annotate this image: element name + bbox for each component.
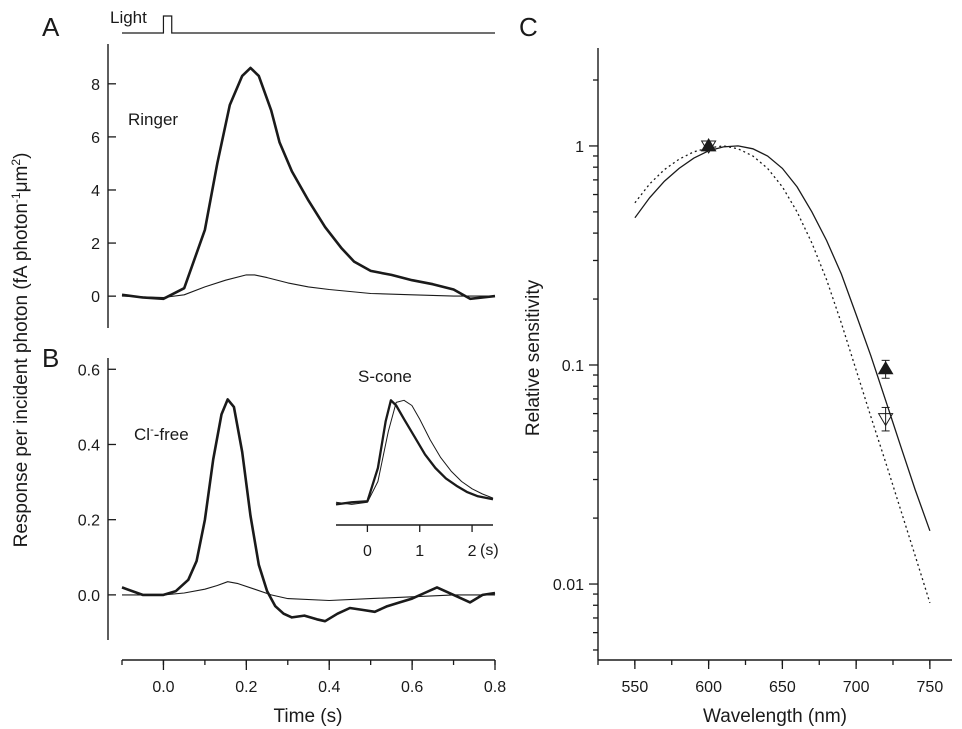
inset-x-tick-label: 0 xyxy=(363,543,372,560)
panel-c-open-triangle-point xyxy=(700,140,717,154)
panel-b-x-tick-label: 0.4 xyxy=(318,679,340,696)
panel-b-clfree-thin-trace xyxy=(122,581,495,602)
light-stimulus-label: Light xyxy=(110,8,147,27)
panel-b-y-tick-label: 0.2 xyxy=(78,513,100,530)
panel-a-plot: 0 2 4 6 8 xyxy=(91,15,496,328)
panel-b-label: B xyxy=(42,343,59,373)
panel-a-y-tick-label: 0 xyxy=(91,289,100,306)
panel-c-x-tick-label: 700 xyxy=(843,679,870,696)
panel-a-label: A xyxy=(42,12,60,42)
inset-x-tick-label: 2 xyxy=(468,543,477,560)
panel-c-plot: 550 600 650 700 750 1 0.1 0.01 xyxy=(553,48,952,696)
panel-b-x-tick-label: 0.0 xyxy=(152,679,174,696)
inset-title: S-cone xyxy=(358,367,412,386)
panel-c-x-tick-label: 550 xyxy=(622,679,649,696)
panel-a-ringer-thick-trace xyxy=(121,66,496,301)
panel-c-y-tick-label: 1 xyxy=(575,139,584,156)
panel-c-y-tick-label: 0.01 xyxy=(553,577,584,594)
panel-b-x-tick-label: 0.8 xyxy=(484,679,506,696)
panel-c-x-tick-label: 600 xyxy=(695,679,722,696)
inset-thin-trace xyxy=(335,399,494,505)
panel-c-x-tick-label: 650 xyxy=(769,679,796,696)
panel-c-solid-template-curve xyxy=(634,145,931,532)
panel-a-y-tick-label: 8 xyxy=(91,77,100,94)
panel-c-label: C xyxy=(519,12,538,42)
panel-b-clfree-thick-trace xyxy=(121,398,496,623)
panel-c-filled-triangle-point xyxy=(877,360,894,375)
panel-c-open-triangle-point xyxy=(877,413,894,427)
inset-thick-trace xyxy=(335,399,494,506)
panel-b-y-tick-label: 0.4 xyxy=(78,437,100,454)
panel-ab-y-axis-label: Response per incident photon (fA photon-… xyxy=(9,153,32,548)
panel-c-y-tick-label: 0.1 xyxy=(562,358,584,375)
cl-free-annotation: Cl--free xyxy=(134,424,189,444)
panel-b-plot: 0.0 0.2 0.4 0.6 0.0 0.2 0.4 0.6 0.8 xyxy=(78,358,506,696)
panel-b-x-tick-label: 0.2 xyxy=(235,679,257,696)
ringer-annotation: Ringer xyxy=(128,110,178,129)
panel-a-y-tick-label: 2 xyxy=(91,236,100,253)
panel-c-x-axis-label: Wavelength (nm) xyxy=(703,706,847,727)
panel-a-y-tick-label: 6 xyxy=(91,130,100,147)
panel-a-ringer-thin-trace xyxy=(121,274,495,299)
panel-b-inset-plot: 0 1 2 xyxy=(335,399,494,560)
inset-x-tick-label: 1 xyxy=(415,543,424,560)
inset-unit-label: (s) xyxy=(480,542,499,559)
panel-a-y-tick-label: 4 xyxy=(91,183,100,200)
panel-b-x-axis-label: Time (s) xyxy=(274,706,343,727)
panel-b-y-tick-label: 0.0 xyxy=(78,588,100,605)
panel-b-x-tick-label: 0.6 xyxy=(401,679,423,696)
light-stimulus-trace xyxy=(122,15,495,34)
panel-c-x-tick-label: 750 xyxy=(917,679,944,696)
panel-c-y-axis-label: Relative sensitivity xyxy=(523,279,544,436)
panel-b-y-tick-label: 0.6 xyxy=(78,362,100,379)
